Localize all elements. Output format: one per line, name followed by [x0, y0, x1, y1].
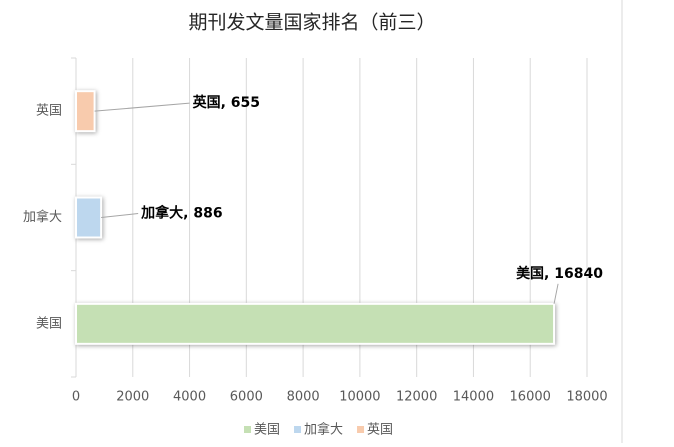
- x-tick-label: 2000: [116, 390, 149, 405]
- legend-label: 加拿大: [304, 422, 343, 438]
- x-tick-label: 6000: [230, 390, 263, 405]
- legend-label: 英国: [367, 423, 393, 438]
- legend-swatch: [357, 426, 365, 433]
- y-tick-label: 加拿大: [23, 209, 62, 225]
- leader-line: [94, 102, 190, 112]
- chart-title: 期刊发文量国家排名（前三）: [188, 12, 435, 34]
- leader-line: [101, 213, 139, 218]
- leader-line: [553, 283, 559, 304]
- x-tick-label: 14000: [453, 390, 494, 405]
- x-tick-label: 8000: [287, 390, 320, 405]
- data-label: 美国, 16840: [516, 265, 603, 282]
- x-tick-label: 16000: [510, 390, 551, 405]
- x-tick-label: 10000: [339, 390, 380, 405]
- x-tick-label: 18000: [566, 390, 607, 405]
- data-label: 英国, 655: [192, 94, 260, 111]
- x-tick-label: 0: [72, 390, 80, 405]
- y-tick-label: 英国: [36, 104, 62, 119]
- legend-swatch: [244, 426, 251, 433]
- legend-label: 美国: [254, 423, 280, 438]
- x-tick-label: 12000: [396, 390, 437, 405]
- legend-swatch: [294, 426, 302, 433]
- bar: [75, 196, 103, 239]
- bar: [75, 90, 96, 133]
- y-tick-label: 美国: [36, 316, 62, 331]
- x-tick-label: 4000: [173, 390, 206, 405]
- data-label: 加拿大, 886: [140, 205, 222, 222]
- bar: [75, 302, 556, 345]
